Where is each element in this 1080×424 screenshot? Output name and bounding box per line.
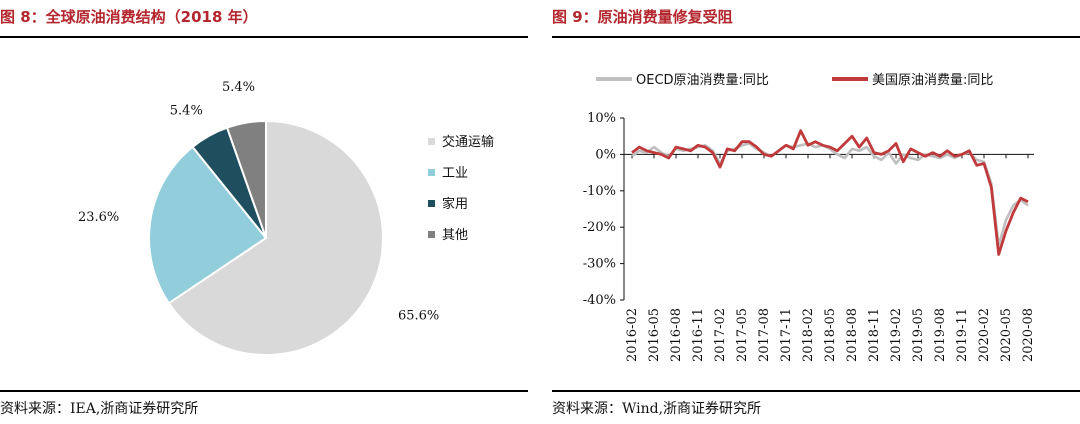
y-tick-label-0: 10% — [587, 111, 616, 126]
x-tick-label-14: 2019-08 — [933, 308, 948, 362]
pie-legend-label-2: 家用 — [442, 196, 468, 212]
pie-data-label-0: 65.6% — [398, 308, 439, 323]
pie-legend-swatch-0 — [428, 138, 435, 145]
figure-8-bottom-rule — [0, 390, 528, 392]
x-tick-label-10: 2018-08 — [845, 308, 860, 362]
y-tick-label-2: -10% — [583, 184, 616, 199]
series-line-1 — [631, 129, 1029, 256]
figure-8-source: 资料来源：IEA,浙商证券研究所 — [0, 401, 199, 417]
y-tick-label-1: 0% — [595, 147, 616, 162]
x-tick-label-0: 2016-02 — [625, 308, 640, 362]
pie-legend-swatch-1 — [428, 169, 435, 176]
x-tick-label-13: 2019-05 — [911, 308, 926, 362]
x-tick-label-18: 2020-08 — [1021, 308, 1036, 362]
pie-legend-swatch-3 — [428, 231, 435, 238]
x-tick-label-4: 2017-02 — [713, 308, 728, 362]
legend-label-1: 美国原油消费量:同比 — [872, 73, 993, 88]
pie-slice-1 — [148, 145, 268, 305]
figure-9-top-rule — [552, 36, 1080, 38]
line-chart: 10% 0% -10% -20% -30% -40% 2016-02 2016-05 2016-… — [583, 73, 1036, 362]
x-tick-label-2: 2016-08 — [669, 308, 684, 362]
y-tick-label-3: -20% — [583, 220, 616, 235]
pie-legend-label-0: 交通运输 — [442, 134, 494, 150]
figure-8-panel: 图 8：全球原油消费结构（2018 年） 65.6% 23.6% 5.4% 5.4% 交… — [0, 0, 528, 424]
x-tick-label-9: 2018-05 — [823, 308, 838, 362]
x-tick-label-8: 2018-02 — [801, 308, 816, 362]
pie-legend-label-3: 其他 — [442, 228, 468, 243]
y-tick-label-5: -40% — [583, 293, 616, 308]
figure-9-title: 图 9：原油消费量修复受阻 — [552, 8, 733, 26]
x-tick-label-6: 2017-08 — [757, 308, 772, 362]
pie-slice-0 — [167, 119, 384, 356]
figure-9-panel: 图 9：原油消费量修复受阻 10% 0% -10% -20% -30% -40% 2016-… — [552, 0, 1080, 424]
figure-9-source: 资料来源：Wind,浙商证券研究所 — [552, 401, 762, 417]
legend-label-0: OECD原油消费量:同比 — [636, 73, 769, 88]
pie-data-label-1: 23.6% — [78, 210, 119, 225]
x-tick-label-15: 2019-11 — [955, 308, 970, 362]
pie-slice-3 — [225, 119, 267, 239]
x-tick-label-3: 2016-11 — [691, 308, 706, 362]
pie-legend-label-1: 工业 — [442, 166, 468, 181]
x-tick-label-7: 2017-11 — [779, 308, 794, 362]
series-line-0 — [631, 142, 1029, 247]
x-tick-label-11: 2018-11 — [867, 308, 882, 362]
x-tick-label-5: 2017-05 — [735, 308, 750, 362]
figure-8-title: 图 8：全球原油消费结构（2018 年） — [0, 8, 258, 26]
pie-legend-swatch-2 — [428, 200, 435, 207]
y-tick-label-4: -30% — [583, 257, 616, 272]
x-tick-label-17: 2020-05 — [999, 308, 1014, 362]
x-tick-label-16: 2020-02 — [977, 308, 992, 362]
x-tick-label-12: 2019-02 — [889, 308, 904, 362]
figure-8-top-rule — [0, 36, 528, 38]
pie-data-label-2: 5.4% — [170, 104, 203, 119]
figure-9-bottom-rule — [552, 390, 1080, 392]
pie-data-label-3: 5.4% — [222, 80, 255, 95]
x-tick-label-1: 2016-05 — [647, 308, 662, 362]
